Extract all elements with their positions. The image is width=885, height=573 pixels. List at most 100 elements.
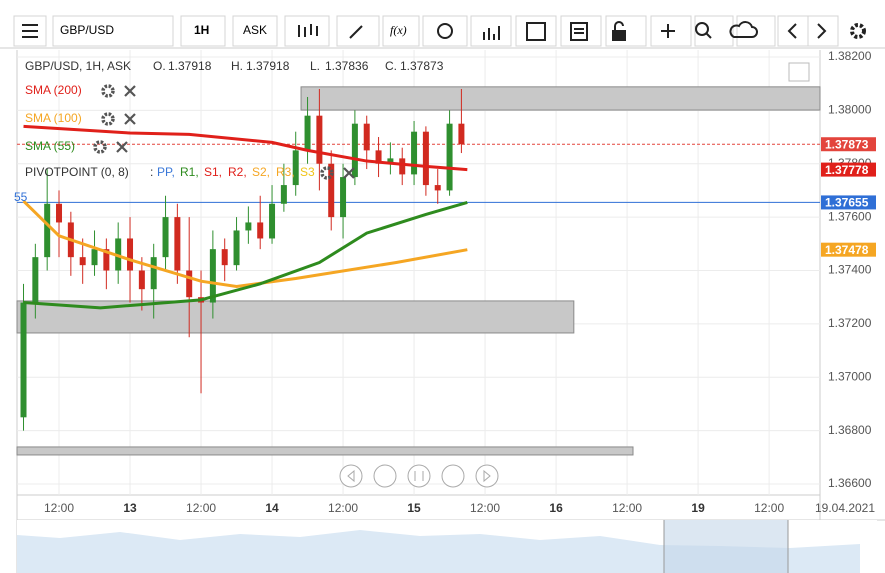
next-button[interactable] <box>807 15 839 47</box>
y-tick-label: 1.36800 <box>828 423 872 437</box>
scroll-right-button[interactable] <box>475 464 499 488</box>
candle-body <box>387 158 394 164</box>
pivot-level: R2, <box>228 165 247 179</box>
navigation-buttons <box>339 464 499 488</box>
candle-body <box>103 249 110 271</box>
table-button[interactable] <box>560 15 602 47</box>
toolbar: GBP/USD 1H ASK f(x) <box>0 0 885 49</box>
candle-body <box>304 115 311 151</box>
draw-button[interactable] <box>336 15 380 47</box>
y-tick-label: 1.38200 <box>828 49 872 63</box>
x-tick-label: 12:00 <box>754 501 784 515</box>
scroll-left-button[interactable] <box>339 464 363 488</box>
settings-button[interactable] <box>850 23 866 39</box>
settings-icon[interactable] <box>93 140 107 154</box>
navigator-area <box>17 530 860 573</box>
indicator-line <box>23 124 468 172</box>
indicator-line <box>22 200 468 289</box>
y-tick-label: 1.36600 <box>828 476 872 490</box>
zoom-in-button[interactable] <box>441 464 465 488</box>
pivot-level: R3, <box>276 165 295 179</box>
candle-body <box>127 238 134 271</box>
reset-button[interactable] <box>407 464 431 488</box>
legend-entry: SMA (55) <box>25 139 75 153</box>
cloud-button[interactable] <box>729 15 776 47</box>
date-label: 19.04.2021 <box>815 501 875 515</box>
legend-entry: SMA (100) <box>25 111 82 125</box>
remove-icon[interactable] <box>343 167 355 179</box>
interval-button[interactable]: 1H <box>180 15 226 47</box>
x-tick-label: 13 <box>123 501 137 515</box>
candle-body <box>316 115 323 164</box>
pivot-separator: : <box>150 165 153 179</box>
candle-body <box>399 158 406 175</box>
y-tick-label: 1.37200 <box>828 316 872 330</box>
lock-button[interactable] <box>605 15 647 47</box>
plot-area <box>17 50 820 495</box>
ohlc-value: 1.37918 <box>168 59 212 73</box>
zoom-button[interactable] <box>694 15 734 47</box>
candle-body <box>56 203 63 223</box>
y-tick-label: 1.38000 <box>828 103 872 117</box>
overlay-layer: 1.37873 1.37778 1.37655 1.37478 55 GBP/USD, 1… <box>14 59 876 488</box>
settings-icon[interactable] <box>320 166 334 180</box>
crosshair-button[interactable] <box>650 15 692 47</box>
candle-body <box>91 249 98 266</box>
candle-body <box>422 131 429 186</box>
pivot-level: PP, <box>157 165 175 179</box>
navigator-window[interactable] <box>664 520 788 573</box>
pivot-level: S1, <box>204 165 222 179</box>
candle-body <box>458 123 465 145</box>
x-tick-label: 12:00 <box>328 501 358 515</box>
zoom-out-button[interactable] <box>373 464 397 488</box>
ohlc-value: 1.37873 <box>400 59 444 73</box>
ohlc-value: 1.37836 <box>325 59 369 73</box>
candle-body <box>20 302 27 418</box>
chart-type-button[interactable] <box>284 15 330 47</box>
pivot-level: S3 <box>300 165 315 179</box>
function-button[interactable]: f(x) <box>382 15 420 47</box>
expand-button[interactable] <box>788 62 810 82</box>
settings-icon[interactable] <box>101 112 115 126</box>
info-button[interactable] <box>422 15 468 47</box>
candle-body <box>79 257 86 266</box>
candle-body <box>245 222 252 231</box>
candle-body <box>257 222 264 239</box>
candle-body <box>351 123 358 178</box>
price-marker <box>821 195 876 210</box>
candle-body <box>162 217 169 258</box>
y-tick-label: 1.37000 <box>828 369 872 383</box>
zone <box>16 446 634 456</box>
symbol-button[interactable]: GBP/USD <box>52 15 174 47</box>
candle-body <box>186 270 193 298</box>
candle-body <box>292 150 299 186</box>
x-tick-label: 12:00 <box>470 501 500 515</box>
y-tick-label: 1.37600 <box>828 209 872 223</box>
price-marker <box>821 137 876 152</box>
remove-icon[interactable] <box>116 141 128 153</box>
symbol: GBP/USD <box>60 23 114 37</box>
menu-button[interactable] <box>13 15 47 47</box>
candle-body <box>434 185 441 191</box>
candle-body <box>32 257 39 303</box>
navigator <box>17 520 877 573</box>
settings-icon[interactable] <box>101 84 115 98</box>
line-tag: 55 <box>14 190 28 204</box>
candle-body <box>363 123 370 151</box>
x-tick-label: 12:00 <box>186 501 216 515</box>
x-tick-label: 16 <box>549 501 563 515</box>
calendar-button[interactable] <box>515 15 557 47</box>
legend-entry: SMA (200) <box>25 83 82 97</box>
plot-layer <box>16 86 821 456</box>
price-type: ASK <box>243 23 267 37</box>
pivot-level: R1, <box>180 165 199 179</box>
x-tick-label: 19 <box>691 501 705 515</box>
prev-button[interactable] <box>777 15 809 47</box>
volume-button[interactable] <box>470 15 512 47</box>
price-type-button[interactable]: ASK <box>232 15 278 47</box>
remove-icon[interactable] <box>124 113 136 125</box>
zone <box>16 300 575 334</box>
interval: 1H <box>194 23 209 37</box>
candle-body <box>138 270 145 290</box>
remove-icon[interactable] <box>124 85 136 97</box>
